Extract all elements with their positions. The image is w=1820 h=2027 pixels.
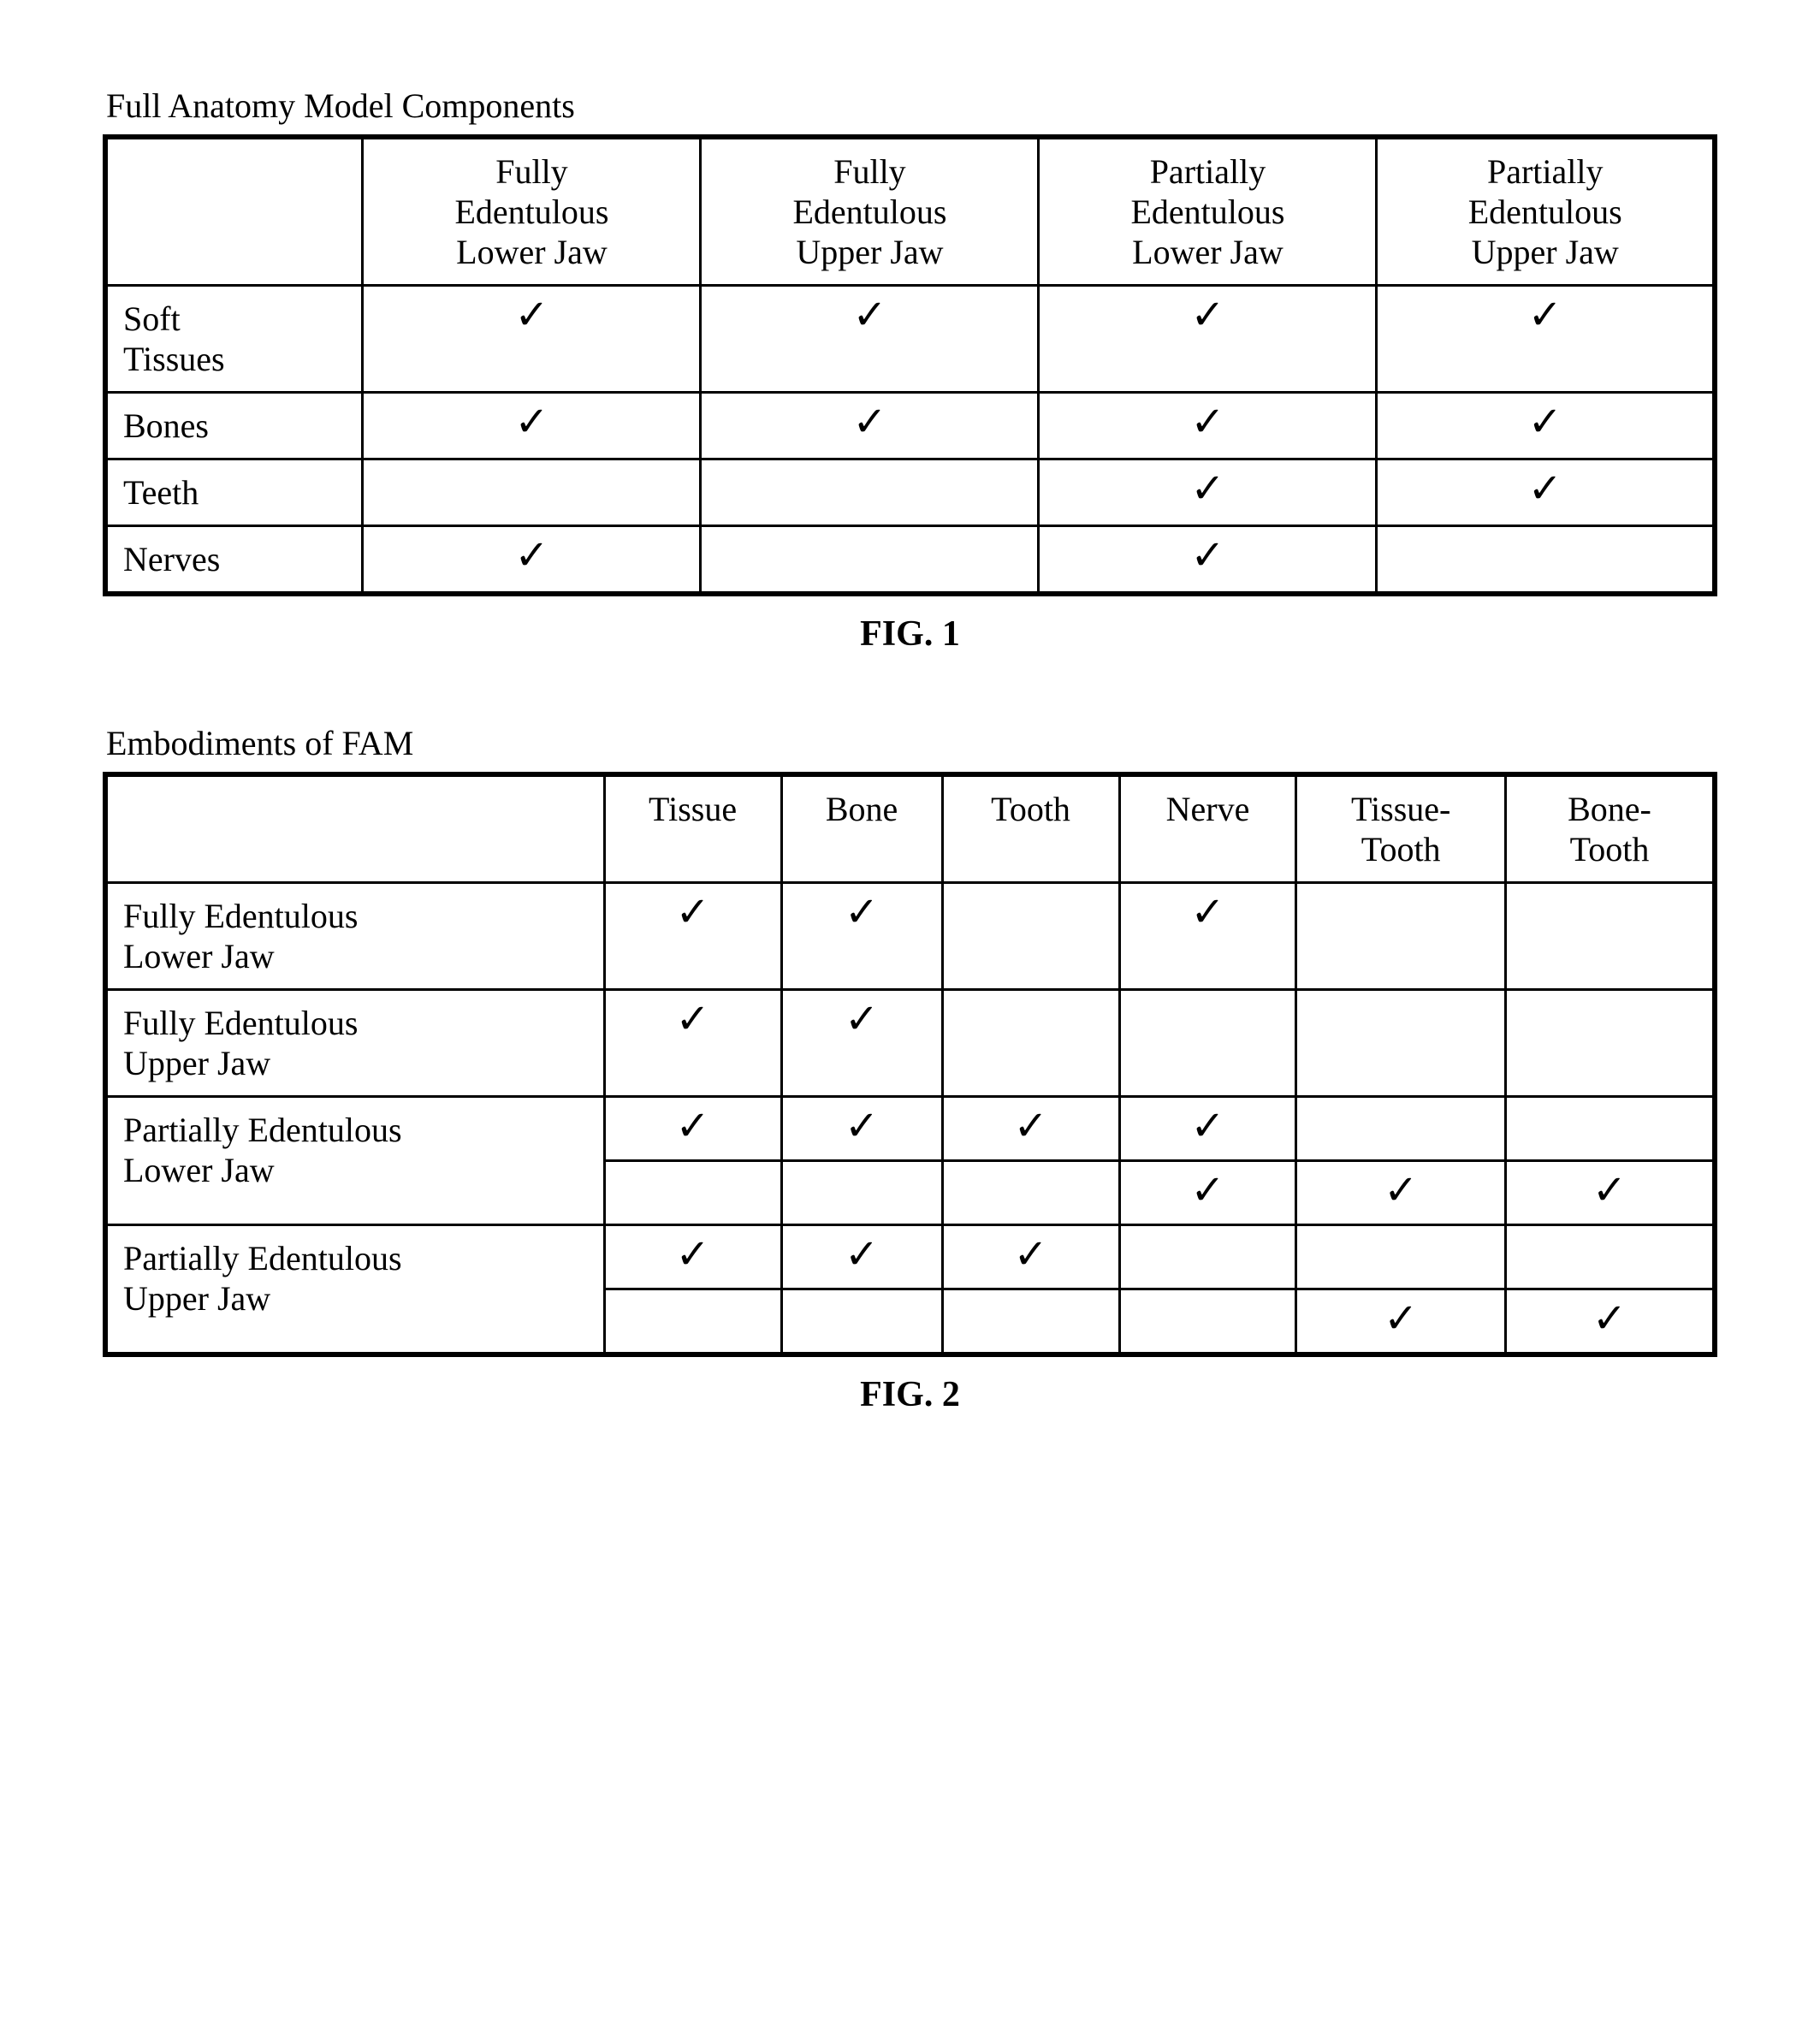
empty-cell bbox=[363, 459, 701, 526]
check-icon: ✓ bbox=[1296, 1289, 1506, 1355]
empty-cell bbox=[942, 883, 1119, 990]
empty-cell bbox=[781, 1161, 942, 1225]
table-2-header-row: Tissue Bone Tooth Nerve Tissue-Tooth Bon… bbox=[105, 774, 1715, 883]
check-icon: ✓ bbox=[363, 393, 701, 459]
table-2: Tissue Bone Tooth Nerve Tissue-Tooth Bon… bbox=[103, 772, 1717, 1357]
empty-cell bbox=[701, 459, 1039, 526]
empty-cell bbox=[781, 1289, 942, 1355]
empty-cell bbox=[1296, 883, 1506, 990]
table-row: Teeth ✓✓ bbox=[105, 459, 1715, 526]
table-row: Bones✓✓✓✓ bbox=[105, 393, 1715, 459]
table-row: Nerves✓✓ bbox=[105, 526, 1715, 595]
figure-2-caption: FIG. 2 bbox=[103, 1374, 1717, 1415]
empty-cell bbox=[701, 526, 1039, 595]
empty-cell bbox=[604, 1161, 781, 1225]
check-icon: ✓ bbox=[701, 393, 1039, 459]
figure-1-caption: FIG. 1 bbox=[103, 613, 1717, 655]
check-icon: ✓ bbox=[1119, 883, 1296, 990]
check-icon: ✓ bbox=[604, 990, 781, 1097]
row-label: Nerves bbox=[105, 526, 363, 595]
check-icon: ✓ bbox=[781, 990, 942, 1097]
table-row: SoftTissues✓✓✓✓ bbox=[105, 286, 1715, 393]
check-icon: ✓ bbox=[781, 1225, 942, 1289]
check-icon: ✓ bbox=[604, 883, 781, 990]
table-1-col-1-header: Fully Edentulous Lower Jaw bbox=[363, 137, 701, 286]
row-label: Bones bbox=[105, 393, 363, 459]
table-1-corner-cell bbox=[105, 137, 363, 286]
table-1: Fully Edentulous Lower Jaw Fully Edentul… bbox=[103, 134, 1717, 596]
check-icon: ✓ bbox=[1377, 393, 1715, 459]
check-icon: ✓ bbox=[942, 1097, 1119, 1161]
check-icon: ✓ bbox=[1119, 1161, 1296, 1225]
table-2-col-3-header: Tooth bbox=[942, 774, 1119, 883]
empty-cell bbox=[1505, 883, 1715, 990]
table-row: Fully EdentulousLower Jaw✓✓✓ bbox=[105, 883, 1715, 990]
row-label: Partially EdentulousLower Jaw bbox=[105, 1097, 604, 1225]
row-label: Fully EdentulousLower Jaw bbox=[105, 883, 604, 990]
table-2-col-4-header: Nerve bbox=[1119, 774, 1296, 883]
check-icon: ✓ bbox=[781, 883, 942, 990]
table-2-col-2-header: Bone bbox=[781, 774, 942, 883]
empty-cell bbox=[1505, 990, 1715, 1097]
table-1-header-row: Fully Edentulous Lower Jaw Fully Edentul… bbox=[105, 137, 1715, 286]
empty-cell bbox=[1296, 1225, 1506, 1289]
empty-cell bbox=[1505, 1097, 1715, 1161]
check-icon: ✓ bbox=[1505, 1161, 1715, 1225]
check-icon: ✓ bbox=[1039, 286, 1377, 393]
check-icon: ✓ bbox=[604, 1097, 781, 1161]
row-label: Partially EdentulousUpper Jaw bbox=[105, 1225, 604, 1355]
check-icon: ✓ bbox=[1119, 1097, 1296, 1161]
empty-cell bbox=[1119, 1289, 1296, 1355]
figure-1-title: Full Anatomy Model Components bbox=[106, 86, 1717, 126]
figure-1-block: Full Anatomy Model Components Fully Eden… bbox=[103, 86, 1717, 655]
empty-cell bbox=[1119, 990, 1296, 1097]
check-icon: ✓ bbox=[701, 286, 1039, 393]
table-2-col-1-header: Tissue bbox=[604, 774, 781, 883]
empty-cell bbox=[942, 1289, 1119, 1355]
check-icon: ✓ bbox=[363, 526, 701, 595]
row-label: SoftTissues bbox=[105, 286, 363, 393]
empty-cell bbox=[942, 1161, 1119, 1225]
table-1-col-3-header: Partially Edentulous Lower Jaw bbox=[1039, 137, 1377, 286]
table-row: Partially EdentulousLower Jaw✓✓✓✓ bbox=[105, 1097, 1715, 1161]
row-label: Fully EdentulousUpper Jaw bbox=[105, 990, 604, 1097]
check-icon: ✓ bbox=[1505, 1289, 1715, 1355]
check-icon: ✓ bbox=[1039, 526, 1377, 595]
table-2-col-5-header: Tissue-Tooth bbox=[1296, 774, 1506, 883]
check-icon: ✓ bbox=[942, 1225, 1119, 1289]
check-icon: ✓ bbox=[781, 1097, 942, 1161]
table-row: Partially EdentulousUpper Jaw✓✓✓ bbox=[105, 1225, 1715, 1289]
empty-cell bbox=[1505, 1225, 1715, 1289]
check-icon: ✓ bbox=[363, 286, 701, 393]
empty-cell bbox=[604, 1289, 781, 1355]
figure-2-block: Embodiments of FAM Tissue Bone Tooth Ner… bbox=[103, 723, 1717, 1415]
table-2-col-6-header: Bone-Tooth bbox=[1505, 774, 1715, 883]
empty-cell bbox=[1119, 1225, 1296, 1289]
figure-2-title: Embodiments of FAM bbox=[106, 723, 1717, 763]
row-label: Teeth bbox=[105, 459, 363, 526]
empty-cell bbox=[942, 990, 1119, 1097]
check-icon: ✓ bbox=[1296, 1161, 1506, 1225]
table-row: Fully EdentulousUpper Jaw✓✓ bbox=[105, 990, 1715, 1097]
empty-cell bbox=[1296, 990, 1506, 1097]
check-icon: ✓ bbox=[1377, 286, 1715, 393]
table-1-col-2-header: Fully Edentulous Upper Jaw bbox=[701, 137, 1039, 286]
check-icon: ✓ bbox=[1039, 393, 1377, 459]
table-1-col-4-header: Partially Edentulous Upper Jaw bbox=[1377, 137, 1715, 286]
table-2-corner-cell bbox=[105, 774, 604, 883]
check-icon: ✓ bbox=[1039, 459, 1377, 526]
check-icon: ✓ bbox=[604, 1225, 781, 1289]
check-icon: ✓ bbox=[1377, 459, 1715, 526]
empty-cell bbox=[1296, 1097, 1506, 1161]
empty-cell bbox=[1377, 526, 1715, 595]
